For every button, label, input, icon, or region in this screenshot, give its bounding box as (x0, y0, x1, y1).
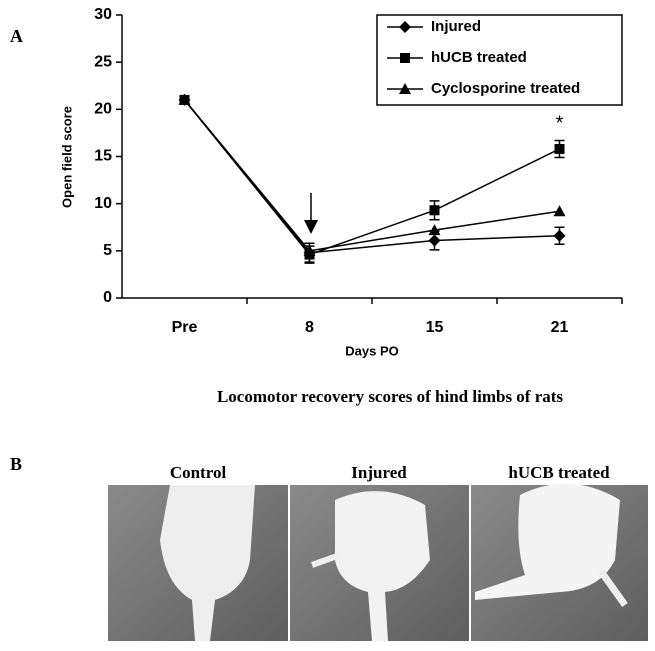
series-line (183, 99, 560, 252)
legend-box (376, 14, 623, 106)
x-tick-label: 8 (305, 319, 314, 336)
y-tick-label: 15 (94, 148, 112, 165)
point (553, 229, 566, 242)
legend-marker (399, 21, 411, 33)
x-tick-label: 21 (551, 319, 569, 336)
point (178, 93, 191, 105)
y-tick-label: 10 (94, 195, 112, 212)
annotation: * (556, 113, 564, 135)
point (553, 205, 566, 217)
legend-label: Injured (431, 18, 481, 35)
photo-label: Control (170, 463, 227, 482)
photo-label: Injured (351, 463, 407, 482)
y-tick-label: 25 (94, 53, 112, 70)
y-tick-label: 30 (94, 6, 112, 23)
point (303, 244, 316, 256)
x-axis-title: Days PO (345, 343, 398, 358)
legend-label: Cyclosporine treated (431, 80, 580, 97)
legend-marker (399, 83, 411, 94)
legend-label: hUCB treated (431, 49, 527, 66)
panel-label: B (10, 454, 22, 474)
point (429, 205, 440, 216)
y-axis-title: Open field score (59, 106, 74, 208)
y-tick-label: 5 (103, 242, 112, 259)
arrow (304, 193, 318, 234)
x-tick-label: 15 (426, 319, 444, 336)
legend-marker (400, 53, 410, 63)
caption: Locomotor recovery scores of hind limbs … (217, 387, 563, 406)
x-tick-label: Pre (172, 319, 198, 336)
series-line (183, 99, 560, 256)
point (428, 234, 441, 247)
panel-label: A (10, 26, 23, 46)
photo-label: hUCB treated (508, 463, 610, 482)
point (428, 224, 441, 236)
photos (108, 483, 648, 641)
point (554, 143, 565, 154)
y-tick-label: 20 (94, 101, 112, 118)
y-tick-label: 0 (103, 289, 112, 306)
